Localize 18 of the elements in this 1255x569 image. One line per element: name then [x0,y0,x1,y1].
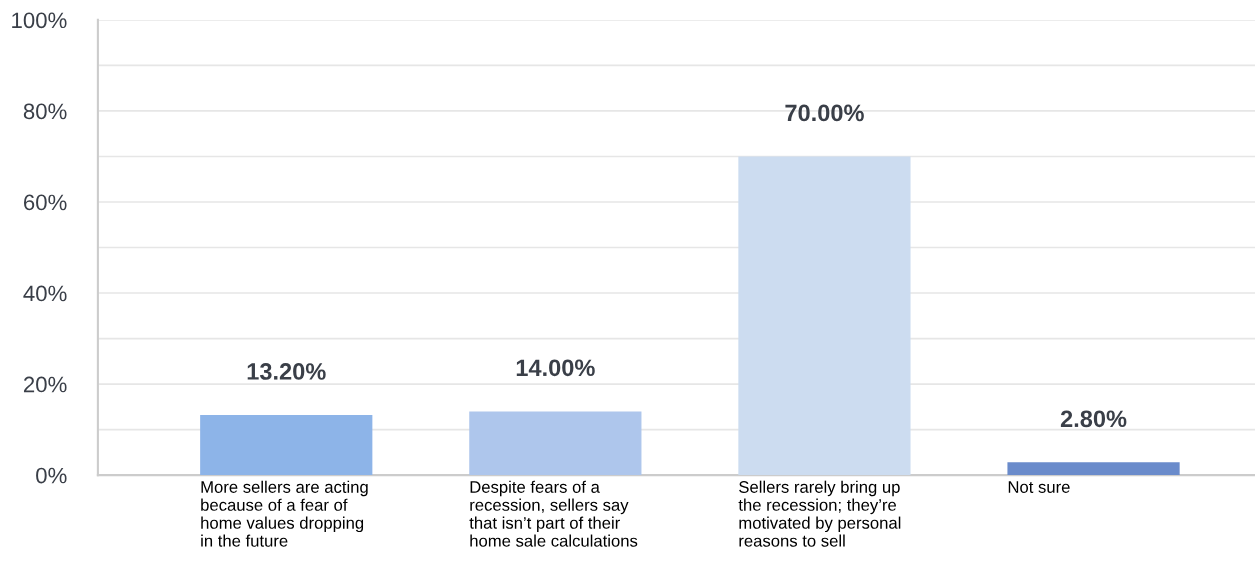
data-label: 2.80% [1060,410,1127,428]
x-tick-label: Sellers rarely bring up the recession; they’re motivated by personal reasons to sell [738,480,901,547]
y-tick-label: 40% [23,285,67,302]
y-tick-label: 60% [23,194,67,211]
bar [738,156,911,476]
data-label: 70.00% [785,104,864,122]
x-tick-label: Despite fears of a recession, sellers say that isn’t part of their home sale calculations [469,480,638,547]
y-tick-label: 0% [36,467,67,484]
y-tick-label: 80% [23,103,67,120]
data-label: 13.20% [247,363,326,380]
x-tick-label: Not sure [1008,481,1070,493]
y-tick-label: 20% [23,376,67,393]
bar [200,415,373,476]
y-tick-label: 100% [12,12,67,29]
bar [469,411,642,476]
bar [1007,462,1180,476]
data-label: 14.00% [516,359,595,377]
x-tick-label: More sellers are acting because of a fear of home values dropping in the future [201,480,368,547]
